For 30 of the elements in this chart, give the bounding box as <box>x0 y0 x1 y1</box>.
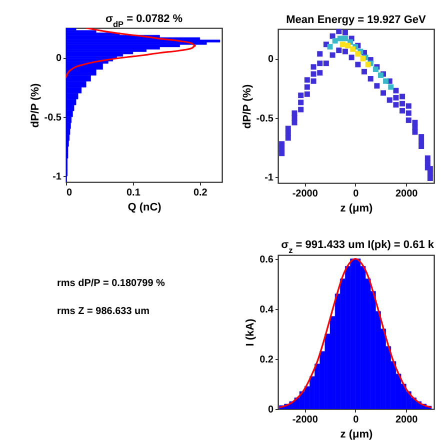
x-tick-label: -2000 <box>292 414 318 426</box>
x-tick-label: 2000 <box>395 188 418 200</box>
y-axis-title: I (kA) <box>244 318 257 346</box>
chart-title: Mean Energy = 19.927 GeV <box>286 14 427 26</box>
x-tick-label: 0 <box>353 414 360 426</box>
y-tick-label: -0.5 <box>256 113 274 124</box>
x-tick-label: -2000 <box>292 188 318 200</box>
y-axis-title: dP/P (%) <box>29 82 42 128</box>
y-tick-label: 0.4 <box>260 304 274 316</box>
x-tick-label: 0 <box>66 188 72 198</box>
y-tick-label: 0.2 <box>260 354 274 366</box>
y-tick-label: 0.6 <box>260 254 274 266</box>
chart-title: σ$_{z}$ = 991.433 um I(pk) = 0.61 k <box>281 238 435 254</box>
x-tick-label: 0.2 <box>193 188 208 198</box>
chart-title: σ$_{dP}$ = 0.0782 % <box>105 13 183 28</box>
x-axis-title: z (μm) <box>340 428 374 440</box>
y-tick-label: -1 <box>264 172 274 184</box>
y-tick-label: -0.5 <box>44 112 62 124</box>
x-tick-label: 2000 <box>395 414 418 426</box>
text: rms Z = 986.633 um <box>57 306 151 317</box>
y-tick-label: 0 <box>268 54 274 66</box>
y-tick-label: 0 <box>268 404 274 416</box>
text: rms dP/P = 0.180799 % <box>57 278 165 289</box>
x-axis-title: Q (nC) <box>128 202 162 214</box>
x-tick-label: 0 <box>353 188 360 200</box>
y-tick-label: 0 <box>56 53 62 64</box>
y-axis-title: dP/P (%) <box>241 84 254 129</box>
x-axis-title: z (μm) <box>340 202 374 214</box>
y-tick-label: -1 <box>52 172 62 183</box>
x-tick-label: 0.1 <box>126 188 141 198</box>
